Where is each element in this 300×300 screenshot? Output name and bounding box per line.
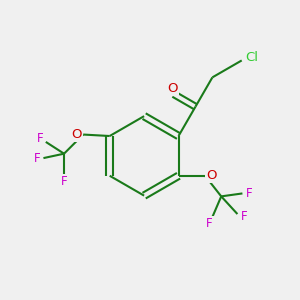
Text: Cl: Cl	[245, 51, 259, 64]
Text: F: F	[61, 175, 68, 188]
Text: O: O	[206, 169, 217, 182]
Text: F: F	[246, 187, 252, 200]
Text: O: O	[167, 82, 178, 95]
Text: F: F	[34, 152, 40, 165]
Text: F: F	[37, 133, 43, 146]
Text: F: F	[241, 211, 247, 224]
Text: F: F	[206, 217, 213, 230]
Text: O: O	[71, 128, 82, 141]
